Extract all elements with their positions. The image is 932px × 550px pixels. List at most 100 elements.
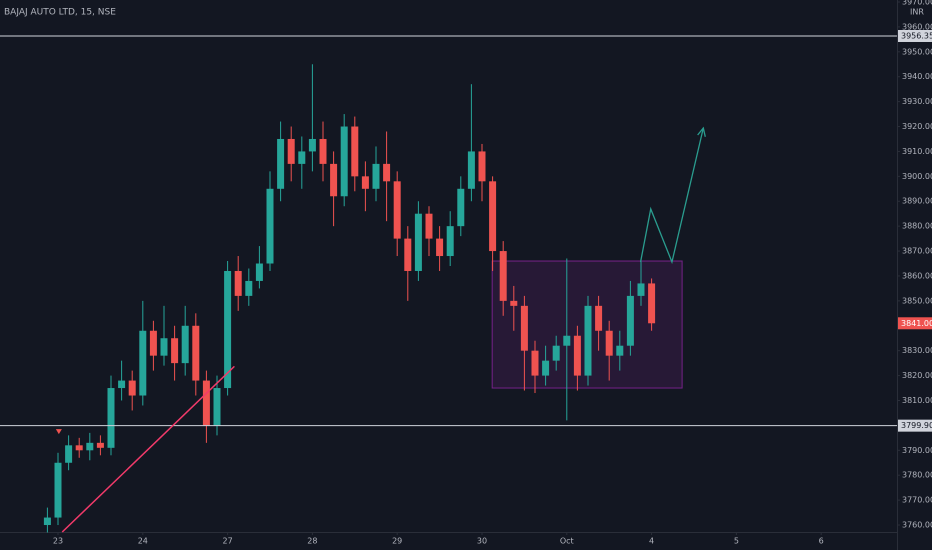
candle-body <box>287 138 295 164</box>
y-tick-label: 3780.00 <box>902 471 932 480</box>
y-tick-label: 3870.00 <box>902 247 932 256</box>
price-label-box <box>898 29 932 42</box>
candle-body <box>255 263 263 281</box>
candle-body <box>139 330 147 396</box>
candle-body <box>245 280 253 296</box>
y-tick-label: 3770.00 <box>902 496 932 505</box>
candle-body <box>542 360 550 376</box>
chart-title: BAJAJ AUTO LTD, 15, NSE <box>4 8 116 18</box>
y-tick-label: 3790.00 <box>902 446 932 455</box>
candle-body <box>202 380 210 426</box>
y-tick-label: 3760.00 <box>902 521 932 530</box>
candle-body <box>520 305 528 351</box>
candle-body <box>107 388 115 448</box>
y-tick-label: 3970.00 <box>902 0 932 6</box>
candle-body <box>340 126 348 197</box>
candle-body <box>128 380 136 396</box>
candle-body <box>181 325 189 364</box>
y-tick-label: 3820.00 <box>902 371 932 380</box>
candle-body <box>234 270 242 296</box>
candle-body <box>160 338 168 356</box>
candle-body <box>266 188 274 264</box>
last-price-box <box>898 317 932 330</box>
candle-body <box>446 226 454 257</box>
x-tick-label: 24 <box>138 537 148 546</box>
candle-body <box>563 335 571 346</box>
x-tick-label: 23 <box>53 537 63 546</box>
x-tick-label: 5 <box>734 537 739 546</box>
candle-body <box>393 181 401 239</box>
price-label: 3956.35 <box>901 31 932 40</box>
x-tick-label: 28 <box>307 537 317 546</box>
candle-body <box>383 163 391 182</box>
currency-label: INR <box>910 8 924 17</box>
candle-body <box>351 126 359 177</box>
candle-body <box>584 305 592 376</box>
candle-body <box>75 445 83 451</box>
y-tick-label: 3950.00 <box>902 47 932 56</box>
candle-body <box>616 345 624 356</box>
signal-marker <box>55 429 62 435</box>
arrow-head <box>697 126 706 137</box>
candle-body <box>404 238 412 271</box>
candle-body <box>510 300 518 306</box>
candle-body <box>149 330 157 356</box>
y-tick-label: 3830.00 <box>902 346 932 355</box>
candle-body <box>361 176 369 189</box>
candle-body <box>499 251 507 301</box>
candle-body <box>489 181 497 252</box>
candle-body <box>171 338 179 364</box>
candle-body <box>54 462 62 518</box>
projection-path <box>639 127 704 265</box>
candle-body <box>637 283 645 296</box>
x-tick-label: 27 <box>223 537 233 546</box>
candle-body <box>414 213 422 271</box>
price-label-box <box>898 419 932 432</box>
candle-body <box>43 517 51 526</box>
y-tick-label: 3810.00 <box>902 396 932 405</box>
y-tick-label: 3910.00 <box>902 147 932 156</box>
candle-body <box>330 163 338 197</box>
candle-body <box>118 380 126 389</box>
candle-body <box>531 350 539 376</box>
candle-body <box>96 442 104 448</box>
candle-body <box>436 238 444 257</box>
candle-body <box>213 388 221 426</box>
y-tick-label: 3940.00 <box>902 72 932 81</box>
candle-body <box>605 330 613 356</box>
y-tick-label: 3920.00 <box>902 122 932 131</box>
candle-body <box>552 345 560 361</box>
y-tick-label: 3880.00 <box>902 222 932 231</box>
x-tick-label: 29 <box>392 537 402 546</box>
candle-body <box>478 151 486 182</box>
x-tick-label: Oct <box>560 537 574 546</box>
candle-body <box>224 270 232 389</box>
candle-body <box>573 335 581 376</box>
trend-line <box>61 365 235 533</box>
y-tick-label: 3860.00 <box>902 271 932 280</box>
candle-body <box>86 442 94 451</box>
candle-body <box>626 295 634 346</box>
candle-body <box>298 151 306 164</box>
last-price-label: 3841.00 <box>901 319 932 328</box>
y-tick-label: 3930.00 <box>902 97 932 106</box>
candle-body <box>648 283 656 324</box>
x-tick-label: 4 <box>649 537 654 546</box>
candle-body <box>595 305 603 331</box>
candle-body <box>319 138 327 164</box>
candle-body <box>457 188 465 227</box>
candle-body <box>277 138 285 189</box>
y-tick-label: 3850.00 <box>902 296 932 305</box>
x-tick-label: 30 <box>477 537 487 546</box>
y-tick-label: 3890.00 <box>902 197 932 206</box>
y-tick-label: 3960.00 <box>902 22 932 31</box>
y-tick-label: 3900.00 <box>902 172 932 181</box>
price-label: 3799.90 <box>901 421 932 430</box>
candle-body <box>192 325 200 381</box>
x-tick-label: 6 <box>819 537 824 546</box>
candle-body <box>425 213 433 239</box>
candle-body <box>467 151 475 189</box>
